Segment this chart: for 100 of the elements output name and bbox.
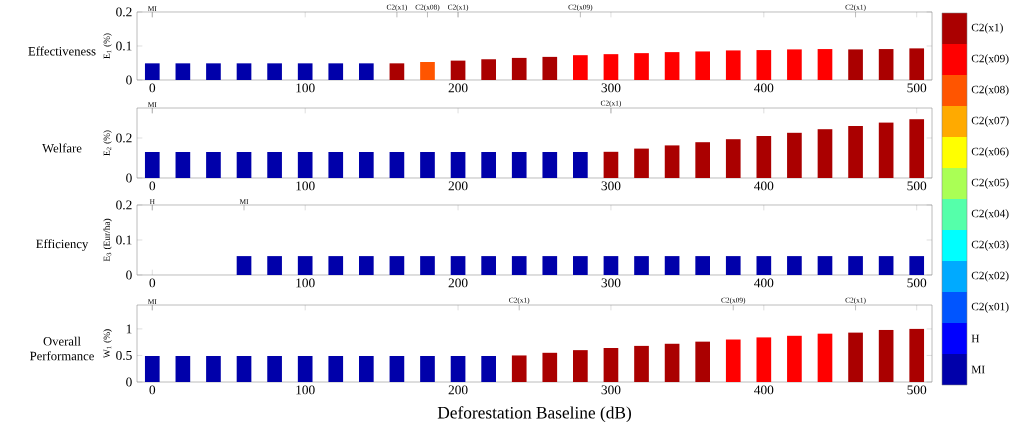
bar bbox=[725, 139, 741, 178]
x-axis-title: Deforestation Baseline (dB) bbox=[437, 406, 631, 423]
x-tick-label: 0 bbox=[149, 278, 156, 288]
x-tick-label: 500 bbox=[907, 181, 927, 191]
x-tick-label: 300 bbox=[601, 181, 621, 191]
bar bbox=[236, 63, 252, 80]
bar bbox=[573, 55, 588, 80]
bar bbox=[328, 152, 344, 178]
x-tick-label: 100 bbox=[296, 278, 315, 288]
bar bbox=[358, 63, 374, 80]
bar bbox=[297, 152, 313, 178]
bar bbox=[664, 145, 680, 178]
x-tick-label: 0 bbox=[149, 385, 156, 395]
bar bbox=[603, 348, 619, 382]
category-label: C2(x06) bbox=[971, 147, 1009, 158]
category-label: MI bbox=[971, 365, 985, 374]
bar bbox=[206, 63, 221, 80]
bar bbox=[389, 63, 405, 80]
y-axis-title: E$_{3}$ (Eur/ha) bbox=[103, 218, 112, 262]
bar bbox=[206, 152, 221, 178]
bar bbox=[695, 51, 711, 80]
x-tick-label: 400 bbox=[754, 83, 774, 93]
bar bbox=[420, 61, 435, 80]
bar bbox=[144, 355, 160, 382]
y-tick-label: 0.5 bbox=[116, 350, 132, 360]
bar bbox=[695, 341, 711, 382]
category-label: C2(x1) bbox=[971, 23, 1003, 34]
y-tick-label: 0 bbox=[126, 377, 132, 387]
bar bbox=[236, 152, 252, 178]
x-tick-label: 400 bbox=[754, 278, 774, 288]
bar bbox=[297, 355, 313, 382]
category-label: C2(x05) bbox=[971, 178, 1009, 189]
category-label: C2(x03) bbox=[971, 240, 1009, 251]
bar bbox=[358, 355, 374, 382]
y-tick-label: 0.2 bbox=[116, 133, 132, 143]
bar bbox=[542, 352, 558, 382]
bar bbox=[634, 148, 649, 178]
category-label: C2(x07) bbox=[971, 116, 1009, 127]
bar bbox=[573, 350, 588, 382]
y-tick-label: 0 bbox=[126, 270, 132, 280]
text: Overall Performance bbox=[30, 336, 94, 361]
x-tick-label: 100 bbox=[296, 385, 315, 395]
bar bbox=[664, 52, 680, 80]
category-label: C2(x04) bbox=[971, 209, 1009, 220]
bar bbox=[817, 333, 833, 382]
bar bbox=[817, 49, 833, 80]
x-tick-label: 400 bbox=[754, 385, 774, 395]
x-tick-label: 100 bbox=[296, 181, 315, 191]
y-tick-label: 0.1 bbox=[116, 235, 132, 245]
y-axis-title: E$_{1}$ (%) bbox=[103, 33, 112, 59]
bar bbox=[817, 129, 833, 178]
x-tick-label: 200 bbox=[448, 385, 468, 395]
x-tick-label: 100 bbox=[296, 83, 315, 93]
y-axis-title: E$_{2}$ (%) bbox=[103, 130, 112, 156]
bar bbox=[144, 152, 160, 178]
bar bbox=[511, 57, 527, 80]
bar bbox=[603, 54, 619, 80]
y-tick-label: 0 bbox=[126, 173, 132, 183]
bar bbox=[267, 63, 282, 80]
bar bbox=[878, 329, 894, 382]
x-tick-label: 400 bbox=[754, 181, 774, 191]
bar bbox=[542, 152, 558, 178]
y-tick-label: 0.2 bbox=[116, 200, 132, 210]
category-label: C2(x09) bbox=[971, 54, 1009, 65]
bar bbox=[878, 122, 894, 178]
bar bbox=[481, 355, 496, 382]
category-label: C2(x02) bbox=[971, 271, 1009, 282]
bar bbox=[542, 56, 558, 80]
bar bbox=[878, 49, 894, 80]
category-label: H bbox=[971, 334, 980, 343]
bar bbox=[848, 332, 863, 382]
bar bbox=[328, 355, 344, 382]
bar bbox=[756, 337, 772, 382]
x-tick-label: 200 bbox=[448, 181, 468, 191]
bar bbox=[175, 152, 191, 178]
bar bbox=[481, 152, 496, 178]
bar bbox=[450, 60, 466, 80]
bar bbox=[420, 152, 435, 178]
x-tick-label: 300 bbox=[601, 385, 621, 395]
y-tick-label: 0.1 bbox=[116, 41, 132, 51]
bar bbox=[848, 49, 863, 80]
bar bbox=[450, 152, 466, 178]
bar bbox=[634, 345, 649, 382]
x-tick-label: 500 bbox=[907, 278, 927, 288]
y-tick-label: 0 bbox=[126, 75, 132, 85]
text: Efficiency bbox=[36, 239, 89, 251]
bar bbox=[420, 355, 435, 382]
bar bbox=[206, 355, 221, 382]
x-tick-label: 200 bbox=[448, 278, 468, 288]
bar bbox=[236, 355, 252, 382]
category-label: C2(x01) bbox=[971, 302, 1009, 313]
bar bbox=[328, 63, 344, 80]
x-tick-label: 0 bbox=[149, 181, 156, 191]
y-axis-title: W$_{1}$ (%) bbox=[103, 329, 112, 359]
bar bbox=[664, 343, 680, 382]
bar bbox=[756, 136, 772, 178]
bar bbox=[267, 355, 282, 382]
bar bbox=[450, 355, 466, 382]
x-tick-label: 200 bbox=[448, 83, 468, 93]
bar bbox=[756, 50, 772, 80]
